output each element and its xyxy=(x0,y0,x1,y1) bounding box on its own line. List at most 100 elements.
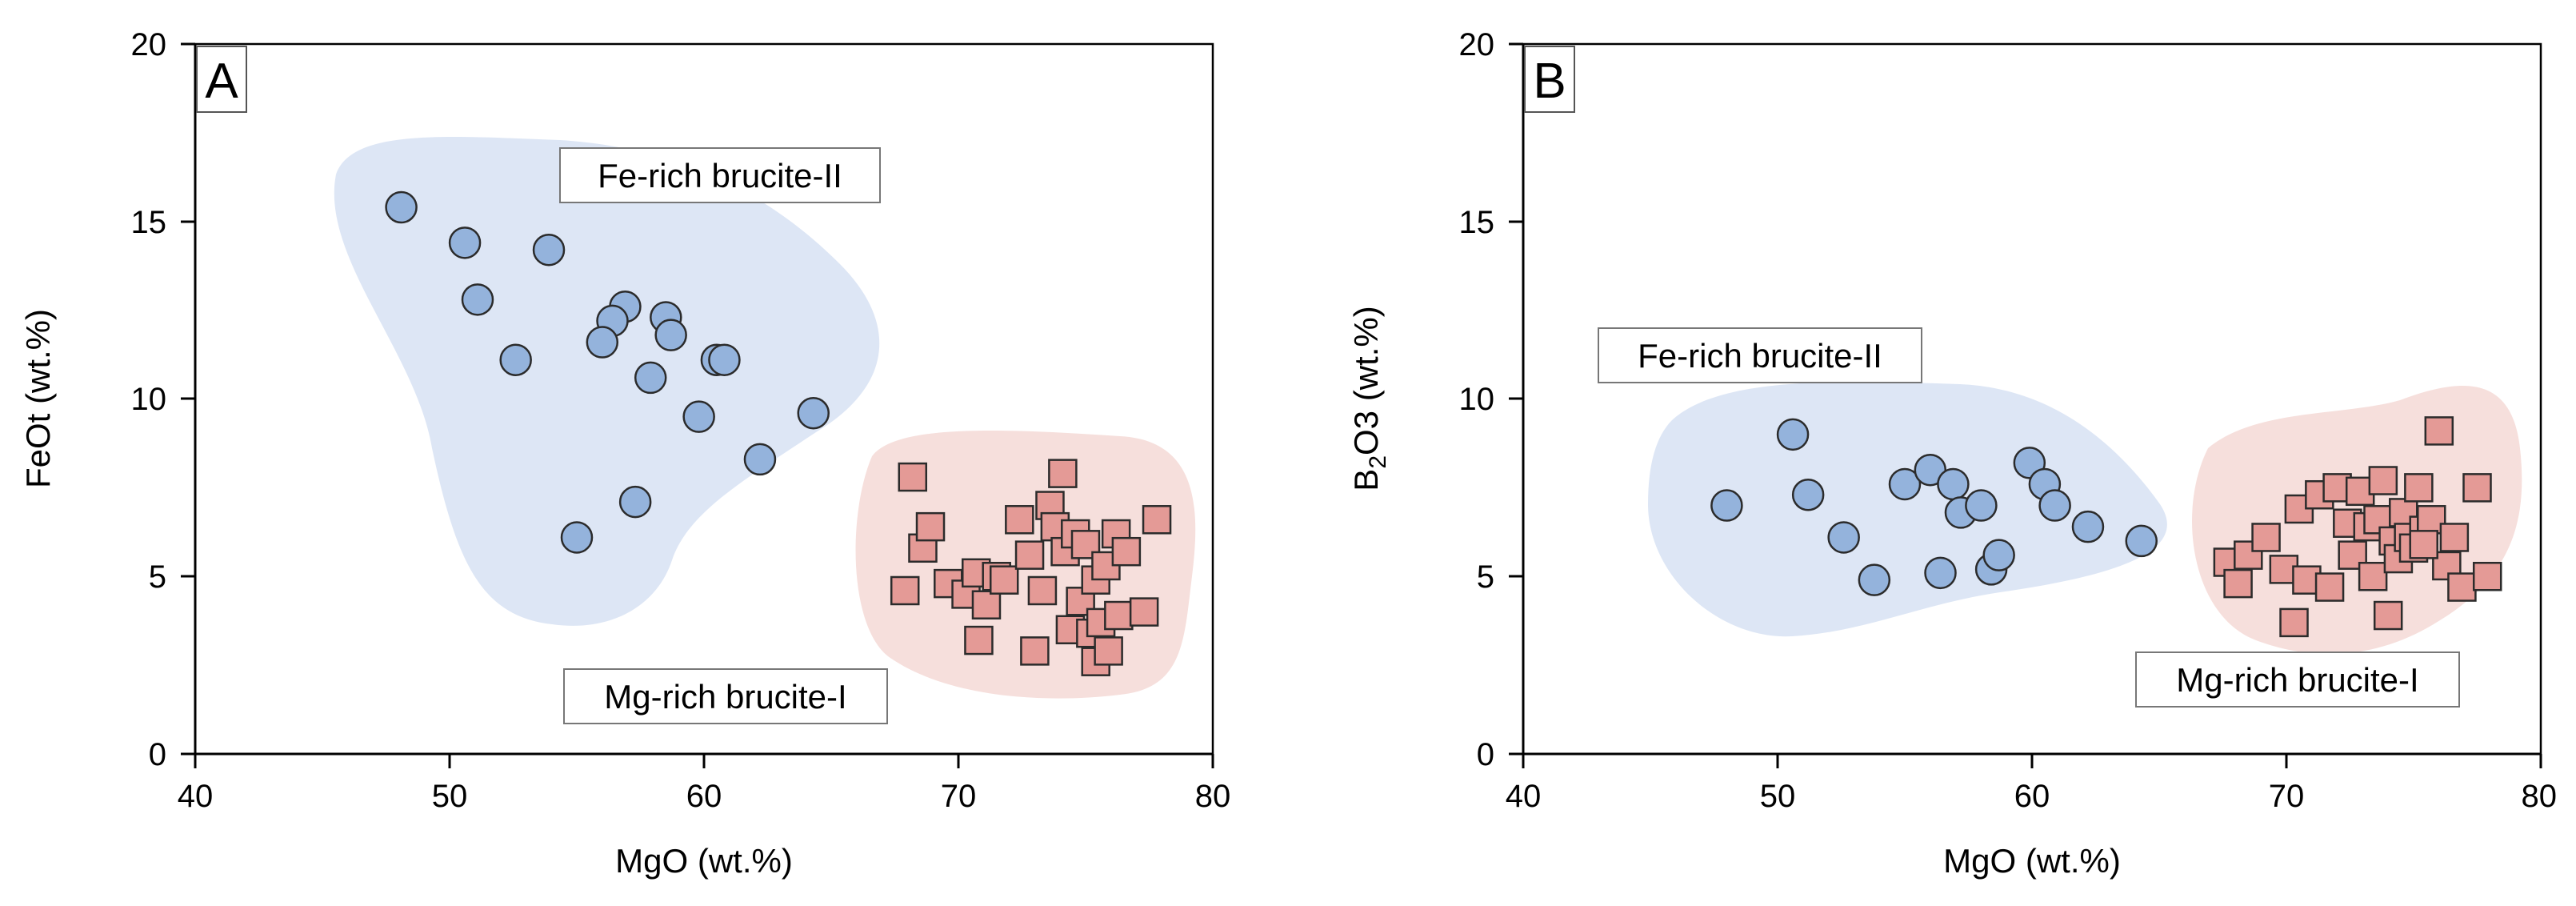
panel-b-fe-label: Fe-rich brucite-II xyxy=(1638,337,1882,375)
panel-a-fe-brucite-point xyxy=(586,326,619,359)
panel-b-fe-brucite-point xyxy=(1827,521,1860,554)
panel-b-y-ticks: 0 5 10 15 20 xyxy=(1459,27,1523,772)
panel-a-y-axis-label: FeOt (wt.%) xyxy=(19,309,57,488)
panel-b-mg-brucite-point xyxy=(2462,473,2492,503)
panel-a-mg-brucite-point xyxy=(1020,636,1050,666)
panel-a-x-tick-label: 50 xyxy=(432,779,468,814)
panel-a-letter-box xyxy=(196,46,247,113)
panel-b-x-tick-label: 70 xyxy=(2269,779,2305,814)
panel-a-mg-label-box xyxy=(563,668,888,724)
panel-b-mg-label-box xyxy=(2135,651,2460,708)
panel-b-mg-brucite-point xyxy=(2409,530,2438,559)
panel-a-x-tick-label: 40 xyxy=(178,779,214,814)
panel-a-y-ticks: 0 5 10 15 20 xyxy=(131,27,195,772)
panel-a-mg-brucite-point xyxy=(989,565,1019,595)
panel-a-y-tick-label: 15 xyxy=(131,205,167,240)
panel-a-fe-brucite-point xyxy=(743,443,777,476)
panel-b-fe-brucite-point xyxy=(1924,556,1957,590)
panel-b-fe-brucite-point xyxy=(1982,539,2015,571)
panel-b-fe-field xyxy=(1648,382,2167,637)
panel-a-y-tick-label: 20 xyxy=(131,27,167,62)
panel-b-mg-brucite-point xyxy=(2251,523,2281,552)
panel-b-y-tick-label: 20 xyxy=(1459,27,1495,62)
panel-b-fe-brucite-point xyxy=(1965,489,1998,522)
panel-a-y-tick-label: 0 xyxy=(149,737,166,772)
panel-a-mg-brucite-point xyxy=(1129,597,1159,627)
panel-b-x-axis-label: MgO (wt.%) xyxy=(1943,842,2121,880)
panel-a-mg-brucite-point xyxy=(898,462,928,492)
panel-a-fe-brucite-point xyxy=(560,521,594,554)
panel-a-mg-brucite-point xyxy=(1094,636,1123,666)
panel-b-mg-brucite-point xyxy=(2279,607,2309,638)
panel-b-fe-brucite-point xyxy=(1710,489,1743,522)
panel-a-fe-brucite-point xyxy=(708,343,741,376)
panel-a-data-points xyxy=(385,190,1172,676)
panel-a-mg-brucite-point xyxy=(890,575,920,606)
panel-a-y-tick-label: 10 xyxy=(131,382,167,417)
panel-b-y-tick-label: 0 xyxy=(1477,737,1494,772)
panel-b-mg-brucite-point xyxy=(2447,572,2477,602)
panel-a-x-tick-label: 80 xyxy=(1195,779,1231,814)
panel-b-y-tick-label: 10 xyxy=(1459,382,1495,417)
panel-a-mg-brucite-point xyxy=(1014,540,1045,570)
panel-a-mg-brucite-point xyxy=(1104,600,1134,631)
panel-b-fe-brucite-point xyxy=(1888,467,1922,501)
panel-b-x-tick-label: 80 xyxy=(2522,779,2558,814)
panel-b: 0 5 10 15 20 40 50 60 70 80 MgO (wt.%) B… xyxy=(1347,27,2557,880)
panel-a-mg-brucite-point xyxy=(1111,536,1142,567)
panel-b-x-tick-label: 50 xyxy=(1760,779,1796,814)
panel-b-data-points xyxy=(1710,416,2502,638)
panel-a-x-tick-label: 60 xyxy=(686,779,722,814)
panel-a: 0 5 10 15 20 40 50 60 70 80 MgO (wt.%) F… xyxy=(19,27,1230,880)
panel-a-mg-brucite-point xyxy=(1005,505,1034,535)
panel-b-mg-brucite-point xyxy=(2368,466,2398,495)
panel-a-fe-brucite-point xyxy=(797,396,830,430)
panel-a-y-tick-label: 5 xyxy=(149,559,166,595)
panel-b-fe-label-box xyxy=(1598,327,1922,383)
panel-b-y-tick-label: 15 xyxy=(1459,205,1495,240)
panel-a-letter: A xyxy=(205,54,238,109)
panel-a-x-axis-label: MgO (wt.%) xyxy=(615,842,793,880)
panel-a-x-ticks: 40 50 60 70 80 xyxy=(178,754,1231,814)
panel-b-y-axis-label: B2O3 (wt.%) xyxy=(1347,306,1391,491)
panel-b-letter-box xyxy=(1524,46,1575,113)
panel-a-fe-brucite-point xyxy=(634,361,667,395)
panel-a-fe-brucite-point xyxy=(385,190,418,224)
panel-a-fe-brucite-point xyxy=(461,283,494,316)
panel-b-y-axis-label-subscript: 2 xyxy=(1365,455,1391,469)
panel-b-fe-brucite-point xyxy=(1937,467,1970,501)
panel-b-fe-brucite-point xyxy=(2125,524,2158,558)
panel-b-x-tick-label: 40 xyxy=(1506,779,1542,814)
panel-b-x-tick-label: 60 xyxy=(2014,779,2050,814)
panel-b-mg-brucite-point xyxy=(2363,505,2393,535)
panel-a-mg-label: Mg-rich brucite-I xyxy=(604,678,846,716)
panel-b-mg-brucite-point xyxy=(2223,568,2253,599)
panel-a-mg-brucite-point xyxy=(964,625,994,655)
panel-a-mg-brucite-point xyxy=(1142,505,1172,535)
panel-b-fe-brucite-point xyxy=(1791,478,1825,511)
panel-a-mg-brucite-point xyxy=(915,511,946,542)
panel-b-y-axis-label-main: B xyxy=(1347,469,1385,491)
panel-b-x-ticks: 40 50 60 70 80 xyxy=(1506,754,2557,814)
panel-a-fe-brucite-point xyxy=(532,233,566,267)
panel-b-fe-brucite-point xyxy=(1776,418,1810,451)
panel-a-fe-brucite-point xyxy=(682,400,715,433)
panel-a-mg-brucite-point xyxy=(971,590,1002,619)
panel-b-fe-brucite-point xyxy=(2071,510,2105,543)
panel-a-fe-field xyxy=(334,137,880,626)
panel-a-fe-brucite-point xyxy=(618,485,652,519)
panel-b-mg-brucite-point xyxy=(2417,505,2446,535)
panel-a-mg-brucite-point xyxy=(1027,575,1058,606)
panel-b-mg-label: Mg-rich brucite-I xyxy=(2176,661,2418,699)
panel-a-x-tick-label: 70 xyxy=(941,779,977,814)
panel-b-fe-brucite-point xyxy=(1858,563,1891,596)
panel-b-mg-brucite-point xyxy=(2424,416,2454,446)
panel-b-mg-brucite-point xyxy=(2314,572,2345,602)
panel-a-mg-brucite-point xyxy=(1070,530,1101,559)
panel-b-mg-brucite-point xyxy=(2358,562,2388,591)
panel-a-mg-brucite-point xyxy=(1048,459,1078,488)
panel-a-fe-label-box xyxy=(559,147,881,203)
panel-b-fe-brucite-point xyxy=(2038,489,2071,522)
panel-b-mg-brucite-point xyxy=(2404,473,2434,503)
